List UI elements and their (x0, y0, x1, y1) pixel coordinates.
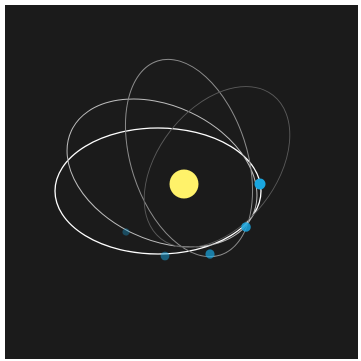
planet-positions (122, 178, 266, 261)
orbit-diagram (54, 58, 291, 261)
planet-trail (160, 251, 170, 261)
orbit-path (124, 58, 254, 258)
orbit-paths (54, 58, 291, 258)
planet-trail (205, 249, 215, 259)
simulation-canvas (5, 5, 358, 359)
star-group (169, 169, 199, 199)
orbit-path (54, 127, 262, 255)
orbit-path (143, 86, 291, 248)
star-icon (169, 169, 199, 199)
planet-trail (122, 228, 130, 236)
planet-current (254, 178, 266, 190)
planet-trail (241, 222, 251, 232)
orbit-path (66, 98, 258, 248)
